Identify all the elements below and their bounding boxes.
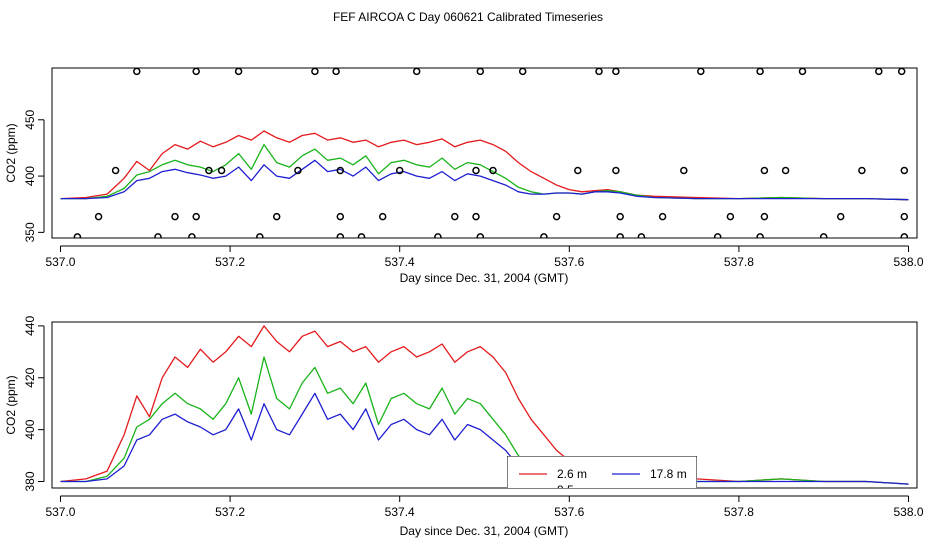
top-marker-point — [781, 166, 790, 175]
bottom-series-green — [60, 356, 909, 485]
top-marker-point — [154, 233, 162, 238]
top-marker-point — [612, 68, 620, 76]
bottom-y-tick-label: 420 — [23, 367, 37, 387]
top-marker-point — [336, 212, 345, 221]
top-y-tick-label: 350 — [23, 222, 37, 242]
top-marker-point — [256, 233, 264, 238]
top-marker-point — [94, 212, 103, 221]
top-x-tick-label: 537.2 — [215, 255, 245, 269]
top-plot-frame — [51, 67, 918, 239]
bottom-y-tick-label: 400 — [23, 419, 37, 439]
top-marker-point — [412, 68, 421, 76]
bottom-series-blue — [60, 392, 909, 485]
top-marker-point — [294, 166, 302, 175]
top-marker-point — [875, 68, 883, 76]
top-marker-point — [311, 68, 319, 76]
bottom-series-red — [60, 325, 909, 485]
top-marker-point — [192, 68, 200, 76]
top-marker-point — [697, 68, 705, 76]
top-x-tick-label: 537.8 — [724, 255, 754, 269]
top-marker-point — [760, 166, 769, 175]
bottom-y-axis-label: CO2 (ppm) — [4, 375, 18, 434]
top-panel: 537.0 537.2 537.4 537.6 537.8 538.0 350 400 450… — [4, 67, 924, 285]
bottom-panel: 537.0 537.2 537.4 537.6 537.8 538.0 380 400 420… — [4, 316, 924, 538]
top-marker-point — [897, 68, 906, 76]
bottom-x-tick-label: 537.8 — [724, 505, 754, 519]
top-marker-point — [378, 212, 387, 221]
top-marker-point — [192, 212, 200, 221]
top-marker-point — [332, 68, 340, 76]
top-marker-point — [472, 166, 480, 175]
top-marker-point — [616, 212, 624, 221]
top-x-tick-label: 537.0 — [45, 255, 75, 269]
bottom-y-tick-label: 440 — [23, 316, 37, 336]
top-x-axis-label: Day since Dec. 31, 2004 (GMT) — [400, 271, 569, 285]
bottom-x-tick-label: 537.4 — [385, 505, 415, 519]
top-marker-point — [798, 68, 807, 76]
top-marker-point — [472, 212, 480, 221]
top-marker-point — [637, 233, 646, 238]
top-marker-point — [73, 233, 82, 238]
legend-label-blue: 17.8 m — [650, 467, 687, 481]
bottom-x-tick-label: 537.2 — [215, 505, 245, 519]
top-marker-point — [357, 233, 366, 238]
top-x-tick-label: 538.0 — [894, 255, 924, 269]
top-marker-point — [133, 68, 141, 76]
top-marker-point — [217, 166, 226, 175]
bottom-y-tick-label: 380 — [23, 471, 37, 491]
legend: 2.6 m 17.8 m 9.5 — [507, 456, 697, 497]
top-marker-point — [658, 212, 667, 221]
bottom-x-tick-label: 537.6 — [554, 505, 584, 519]
top-marker-point — [726, 212, 735, 221]
top-marker-point — [612, 166, 620, 175]
bottom-x-tick-label: 537.0 — [45, 505, 75, 519]
top-marker-point — [900, 233, 909, 238]
top-marker-point — [336, 233, 345, 238]
top-y-tick-label: 450 — [23, 109, 37, 129]
top-marker-point — [756, 233, 764, 238]
chart-title: FEF AIRCOA C Day 060621 Calibrated Times… — [333, 10, 603, 24]
top-marker-point — [680, 166, 688, 175]
top-marker-point — [489, 166, 497, 175]
top-marker-point — [476, 68, 485, 76]
top-marker-point — [760, 212, 769, 221]
top-marker-point — [234, 68, 243, 76]
top-series-green — [60, 143, 909, 201]
top-marker-point — [713, 233, 722, 238]
top-marker-point — [205, 166, 213, 175]
legend-box — [507, 456, 697, 488]
top-marker-point — [171, 212, 179, 221]
top-marker-point — [188, 233, 196, 238]
bottom-x-axis-label: Day since Dec. 31, 2004 (GMT) — [400, 524, 569, 538]
top-marker-point — [900, 166, 909, 175]
top-marker-point — [552, 212, 561, 221]
top-marker-point — [476, 233, 485, 238]
top-marker-point — [574, 166, 582, 175]
top-marker-point — [111, 166, 120, 175]
bottom-plot-frame — [51, 321, 918, 489]
top-y-axis-label: CO2 (ppm) — [4, 123, 18, 182]
top-marker-point — [756, 68, 764, 76]
top-marker-point — [836, 212, 845, 221]
top-marker-point — [518, 68, 527, 76]
top-series-blue — [60, 159, 909, 201]
top-marker-point — [900, 212, 909, 221]
legend-label-green: 9.5 — [557, 483, 574, 497]
top-marker-point — [395, 166, 404, 175]
top-y-tick-label: 400 — [23, 166, 37, 186]
top-x-tick-label: 537.4 — [385, 255, 415, 269]
top-marker-point — [272, 212, 281, 221]
top-marker-point — [616, 233, 624, 238]
top-marker-point — [595, 68, 603, 76]
top-marker-point — [819, 233, 828, 238]
legend-label-red: 2.6 m — [557, 467, 587, 481]
top-marker-point — [434, 233, 442, 238]
top-marker-point — [451, 212, 459, 221]
top-x-tick-label: 537.6 — [554, 255, 584, 269]
top-marker-point — [858, 166, 866, 175]
top-marker-point — [540, 233, 548, 238]
top-marker-point — [336, 166, 345, 175]
bottom-x-tick-label: 538.0 — [894, 505, 924, 519]
